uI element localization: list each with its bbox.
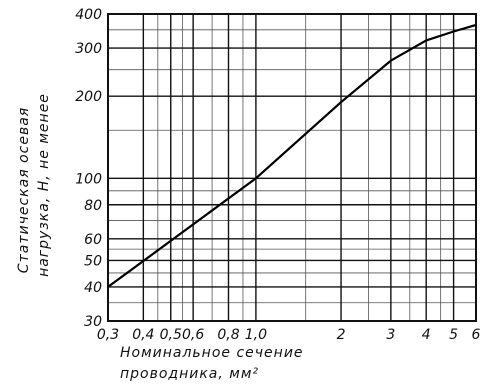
- tick-label-layer: 30 40 50 60 80 100 200 300 400 0,3 0,4 0,5 0,6 0,8 1,0…: [75, 7, 480, 343]
- y-tick-label: 300: [75, 41, 102, 57]
- series-line: [107, 23, 477, 288]
- x-tick-label: 4: [422, 327, 431, 343]
- series-layer: [107, 23, 477, 288]
- x-tick-label: 0,3: [97, 327, 119, 343]
- x-tick-label: 2: [337, 327, 346, 343]
- x-tick-label: 1,0: [245, 327, 267, 343]
- y-tick-label: 100: [75, 171, 102, 187]
- x-tick-label: 5: [449, 327, 458, 343]
- y-axis-title-line-2: нагрузка, Н, не менее: [36, 93, 52, 277]
- x-tick-label: 3: [386, 327, 395, 343]
- x-tick-label: 6: [472, 327, 481, 343]
- y-tick-label: 60: [84, 232, 102, 248]
- y-tick-label: 80: [84, 198, 102, 214]
- x-tick-label: 0,6: [182, 327, 204, 343]
- y-tick-label: 200: [75, 89, 102, 105]
- y-axis-title-line-1: Статическая осевая: [16, 107, 32, 273]
- x-tick-label: 0,5: [160, 327, 182, 343]
- x-tick-label: 0,8: [217, 327, 239, 343]
- y-tick-label: 400: [75, 7, 102, 23]
- y-tick-label: 30: [84, 314, 102, 330]
- x-axis-title-line-2: проводника, мм²: [120, 366, 259, 382]
- y-tick-label: 40: [84, 280, 102, 296]
- y-tick-label: 50: [84, 253, 102, 269]
- plot-frame: [107, 13, 477, 322]
- axis-title-layer: Номинальное сечение проводника, мм² Статич…: [16, 93, 304, 382]
- x-axis-title-line-1: Номинальное сечение: [120, 345, 304, 361]
- grid-layer: [107, 13, 477, 322]
- x-tick-label: 0,4: [132, 327, 154, 343]
